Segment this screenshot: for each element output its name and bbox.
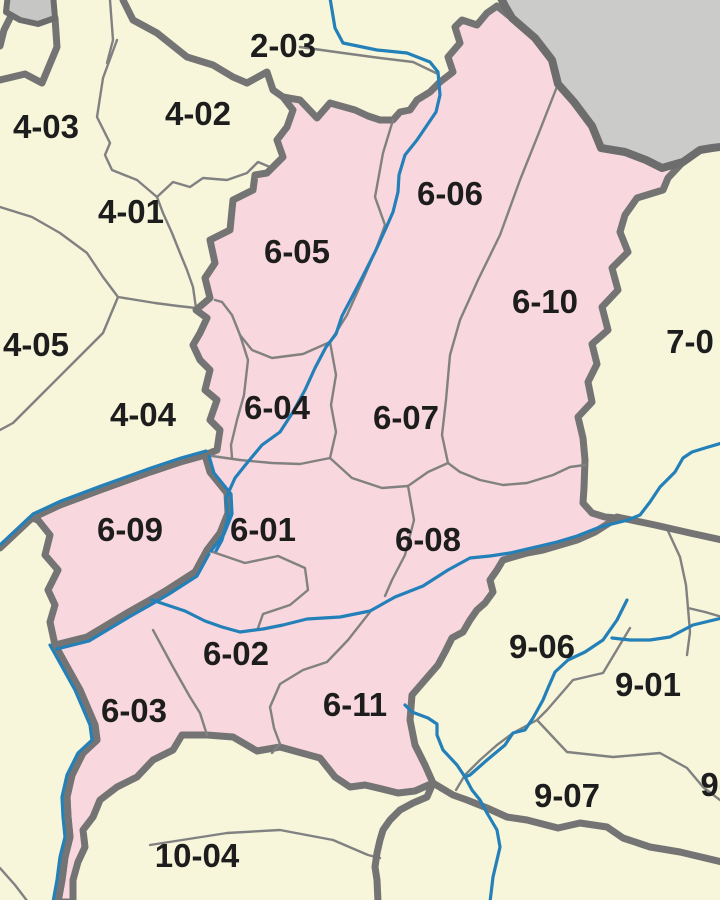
district-label-4-03: 4-03 <box>13 108 79 145</box>
district-label-9-07: 9-07 <box>534 777 600 814</box>
district-label-6-02: 6-02 <box>203 635 269 672</box>
surrounding-district-boundaries-southeast <box>148 529 720 860</box>
district-label-6-01: 6-01 <box>230 511 296 548</box>
district-label-7-0x-clipped: 7-0 <box>666 323 714 360</box>
district-label-4-01: 4-01 <box>98 193 164 230</box>
district-label-4-05: 4-05 <box>3 326 69 363</box>
district-label-10-04: 10-04 <box>155 837 240 874</box>
river-south <box>403 703 502 900</box>
surrounding-district-boundaries-west <box>0 0 440 900</box>
district-label-6-03: 6-03 <box>101 692 167 729</box>
ward6-region <box>28 2 687 900</box>
river-southeast <box>463 598 629 779</box>
river-east <box>626 441 720 522</box>
district-label-4-02: 4-02 <box>165 95 231 132</box>
river-central-west <box>150 518 630 634</box>
district-labels: 2-03 4-02 4-03 4-01 6-05 6-06 6-10 4-05 … <box>3 27 720 874</box>
district-label-6-08: 6-08 <box>395 521 461 558</box>
outside-area-northeast <box>497 0 720 172</box>
district-label-6-10: 6-10 <box>512 283 578 320</box>
district-label-6-05: 6-05 <box>264 233 330 270</box>
district-label-6-09: 6-09 <box>97 511 163 548</box>
district-label-6-07: 6-07 <box>373 399 439 436</box>
ward6-internal-boundaries <box>151 82 587 755</box>
outside-area-northwest <box>3 0 58 27</box>
district-label-9-06: 9-06 <box>509 628 575 665</box>
district-label-6-04: 6-04 <box>244 389 311 426</box>
district-label-6-06: 6-06 <box>417 175 483 212</box>
river-main-north <box>214 0 442 553</box>
district-label-4-04: 4-04 <box>110 396 177 433</box>
river-southeast-branch <box>610 616 720 642</box>
district-label-6-11: 6-11 <box>323 686 387 723</box>
district-label-9-0x-clipped: 9- <box>700 766 720 803</box>
river-boundaries <box>0 451 232 900</box>
district-label-9-01: 9-01 <box>615 666 681 703</box>
district-label-2-03: 2-03 <box>250 27 316 64</box>
